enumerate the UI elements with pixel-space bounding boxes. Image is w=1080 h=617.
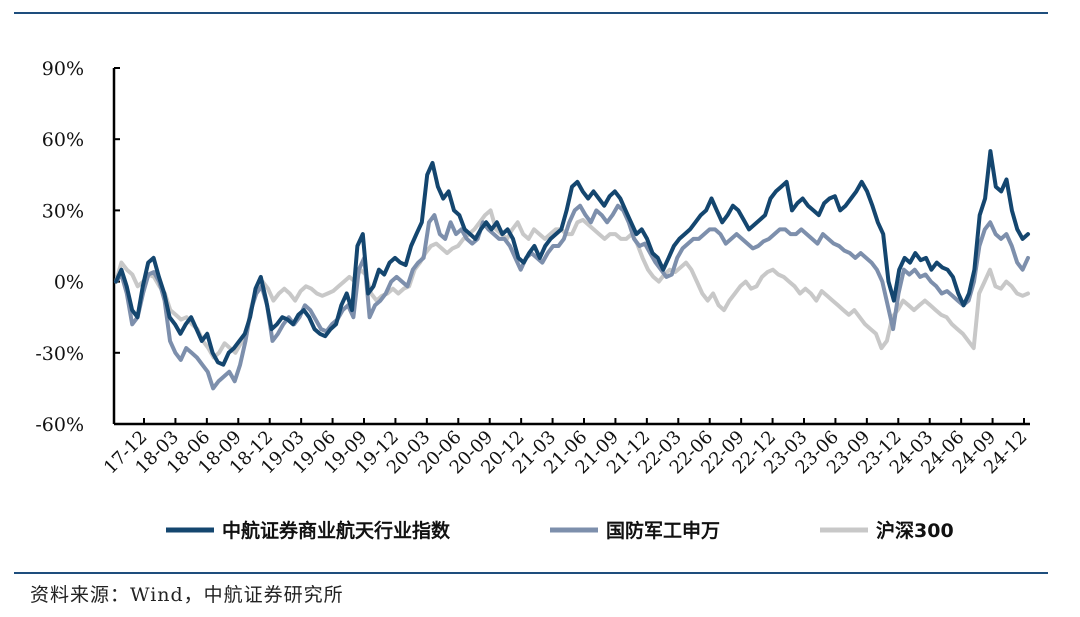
y-tick-label: 30% [42, 200, 84, 222]
line-chart: -60%-30%0%30%60%90%17-1218-0318-0618-091… [35, 58, 1031, 542]
legend: 中航证券商业航天行业指数 国防军工申万 沪深300 [166, 519, 954, 542]
series-line-2 [114, 208, 1030, 360]
source-note: 资料来源：Wind，中航证券研究所 [30, 584, 344, 606]
y-tick-label: -30% [35, 343, 84, 365]
legend-label-2: 沪深300 [876, 519, 954, 542]
y-tick-label: 60% [42, 129, 84, 151]
series-line-0 [114, 149, 1030, 367]
y-tick-label: 0% [54, 272, 84, 294]
axes: -60%-30%0%30%60%90%17-1218-0318-0618-091… [35, 58, 1031, 478]
top-rule [14, 12, 1048, 14]
y-tick-label: -60% [35, 414, 84, 436]
legend-label-1: 国防军工申万 [606, 519, 720, 542]
legend-label-0: 中航证券商业航天行业指数 [222, 519, 451, 542]
series-group [114, 149, 1030, 391]
bottom-rule [14, 572, 1048, 574]
y-tick-label: 90% [42, 58, 84, 80]
